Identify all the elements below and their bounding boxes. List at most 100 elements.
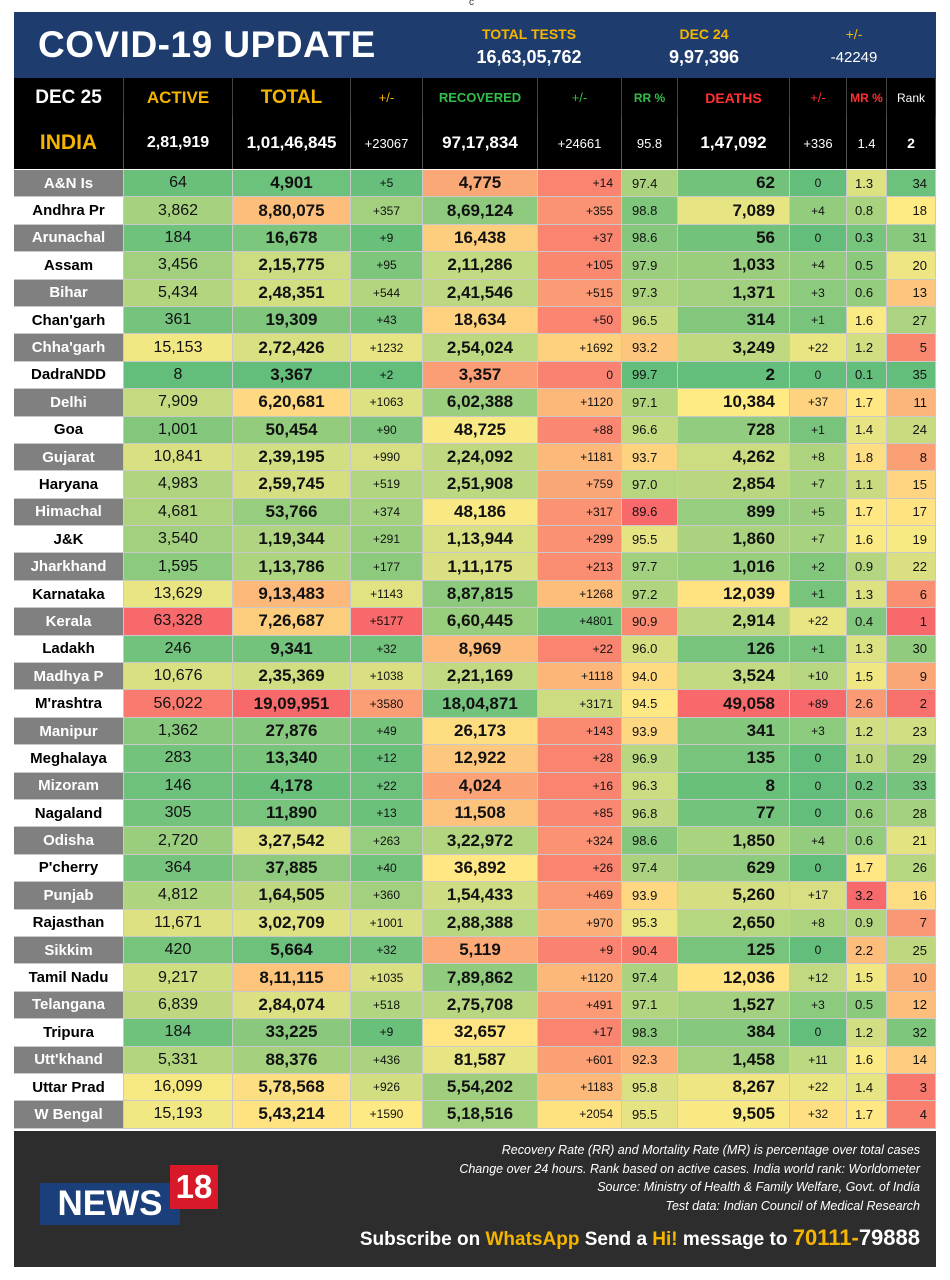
cell-rank: 29 — [887, 745, 936, 772]
table-row: Chha'garh 15,153 2,72,426 +1232 2,54,024 +169… — [14, 334, 936, 362]
table-row: Tripura 184 33,225 +9 32,657 +17 98.3 384 0 1.2 32 — [14, 1019, 936, 1047]
cell-mr: 0.8 — [847, 197, 887, 224]
cell-deaths: 8,267 — [678, 1073, 790, 1101]
cell-recovered: 81,587 — [423, 1046, 538, 1073]
cell-rr: 97.0 — [622, 471, 678, 498]
cell-deaths-chg: +7 — [790, 526, 847, 553]
table-row: Haryana 4,983 2,59,745 +519 2,51,908 +759 97.0… — [14, 471, 936, 499]
cell-deaths-chg: +3 — [790, 279, 847, 306]
cell-mr: 1.6 — [847, 526, 887, 553]
cell-rec-chg: +1692 — [538, 334, 622, 361]
cell-active: 63,328 — [124, 608, 233, 635]
cell-recovered: 2,41,546 — [423, 279, 538, 306]
cell-deaths: 3,249 — [678, 334, 790, 361]
cell-recovered: 8,87,815 — [423, 580, 538, 608]
cell-total-chg: +32 — [351, 635, 423, 663]
cell-total: 2,59,745 — [233, 471, 351, 498]
cell-total-chg: +544 — [351, 279, 423, 306]
col-rr: RR % — [622, 78, 678, 117]
top-mark: c — [469, 0, 474, 8]
cell-recovered: 6,02,388 — [423, 389, 538, 416]
table-row: Andhra Pr 3,862 8,80,075 +357 8,69,124 +355 98… — [14, 197, 936, 225]
cell-name: Kerala — [14, 608, 124, 635]
cell-rec-chg: +970 — [538, 909, 622, 936]
cell-rr: 98.3 — [622, 1019, 678, 1046]
table-row: W Bengal 15,193 5,43,214 +1590 5,18,516 +2054… — [14, 1101, 936, 1129]
cell-rec-chg: +9 — [538, 936, 622, 964]
cell-rec-chg: +355 — [538, 197, 622, 224]
cell-recovered: 2,24,092 — [423, 443, 538, 471]
cell-rec-chg: +1268 — [538, 580, 622, 608]
cell-active: 5,331 — [124, 1046, 233, 1073]
cell-deaths-chg: +22 — [790, 608, 847, 635]
news18-logo: NEWS 18 — [40, 1165, 218, 1227]
cell-rec-chg: +143 — [538, 717, 622, 745]
cell-recovered: 6,60,445 — [423, 608, 538, 635]
cell-name: Goa — [14, 416, 124, 443]
cell-total: 9,13,483 — [233, 580, 351, 608]
cell-rr: 93.2 — [622, 334, 678, 361]
hi-text: Hi! — [652, 1229, 678, 1250]
cell-rank: 13 — [887, 279, 936, 306]
cell-active: 184 — [124, 224, 233, 252]
cell-rec-chg: +37 — [538, 224, 622, 252]
cell-total-chg: +263 — [351, 827, 423, 854]
cell-rr: 95.3 — [622, 909, 678, 936]
table-row: Chan'garh 361 19,309 +43 18,634 +50 96.5 314 +1 1… — [14, 306, 936, 335]
cell-total-chg: +9 — [351, 224, 423, 252]
cell-recovered: 3,22,972 — [423, 827, 538, 854]
cell-rank: 18 — [887, 197, 936, 224]
cell-total-chg: +2 — [351, 361, 423, 389]
cell-rec-chg: +105 — [538, 252, 622, 279]
cell-deaths-chg: +5 — [790, 498, 847, 526]
cell-name: Madhya P — [14, 663, 124, 690]
cell-deaths-chg: +4 — [790, 252, 847, 279]
cell-name: Manipur — [14, 717, 124, 745]
subscribe-line: Subscribe on WhatsApp Send a Hi! message… — [360, 1225, 920, 1251]
cell-rr: 97.3 — [622, 279, 678, 306]
cell-mr: 0.6 — [847, 799, 887, 827]
cell-active: 9,217 — [124, 964, 233, 991]
cell-rr: 98.8 — [622, 197, 678, 224]
cell-recovered: 48,186 — [423, 498, 538, 526]
cell-mr: 1.7 — [847, 498, 887, 526]
cell-rank: 11 — [887, 389, 936, 416]
cell-rank: 16 — [887, 882, 936, 909]
cell-rec-chg: +16 — [538, 772, 622, 799]
cell-deaths-chg: 0 — [790, 772, 847, 799]
cell-recovered: 26,173 — [423, 717, 538, 745]
cell-deaths-chg: +1 — [790, 635, 847, 663]
cell-recovered: 18,634 — [423, 306, 538, 334]
cell-total-chg: +95 — [351, 252, 423, 279]
col-recovered-change: +/- — [538, 78, 622, 117]
tests-change-label: +/- — [845, 26, 863, 42]
note-test-data: Test data: Indian Council of Medical Res… — [665, 1198, 920, 1213]
whatsapp-number-part1: 70111- — [792, 1225, 859, 1250]
cell-total: 3,367 — [233, 361, 351, 389]
cell-deaths: 1,458 — [678, 1046, 790, 1073]
cell-rank: 25 — [887, 936, 936, 964]
cell-deaths-chg: +37 — [790, 389, 847, 416]
states-table: A&N Is 64 4,901 +5 4,775 +14 97.4 62 0 1.3 34 Andhr… — [14, 170, 936, 1129]
cell-deaths: 62 — [678, 170, 790, 197]
india-recovered-change: +24661 — [538, 117, 622, 169]
cell-active: 184 — [124, 1019, 233, 1046]
table-row: P'cherry 364 37,885 +40 36,892 +26 97.4 629 0 1.7… — [14, 854, 936, 883]
cell-total: 2,72,426 — [233, 334, 351, 361]
cell-rec-chg: +1120 — [538, 964, 622, 991]
cell-total: 1,64,505 — [233, 882, 351, 909]
cell-rank: 4 — [887, 1101, 936, 1128]
cell-recovered: 36,892 — [423, 854, 538, 882]
table-row: Rajasthan 11,671 3,02,709 +1001 2,88,388 +970… — [14, 909, 936, 937]
cell-recovered: 5,119 — [423, 936, 538, 964]
cell-deaths-chg: +1 — [790, 306, 847, 334]
cell-active: 5,434 — [124, 279, 233, 306]
cell-rr: 95.5 — [622, 1101, 678, 1128]
cell-mr: 1.6 — [847, 306, 887, 334]
note-source: Source: Ministry of Health & Family Welf… — [597, 1180, 920, 1194]
cell-deaths: 1,371 — [678, 279, 790, 306]
cell-rank: 35 — [887, 361, 936, 389]
cell-total: 19,309 — [233, 306, 351, 334]
cell-mr: 0.9 — [847, 909, 887, 936]
cell-deaths: 341 — [678, 717, 790, 745]
